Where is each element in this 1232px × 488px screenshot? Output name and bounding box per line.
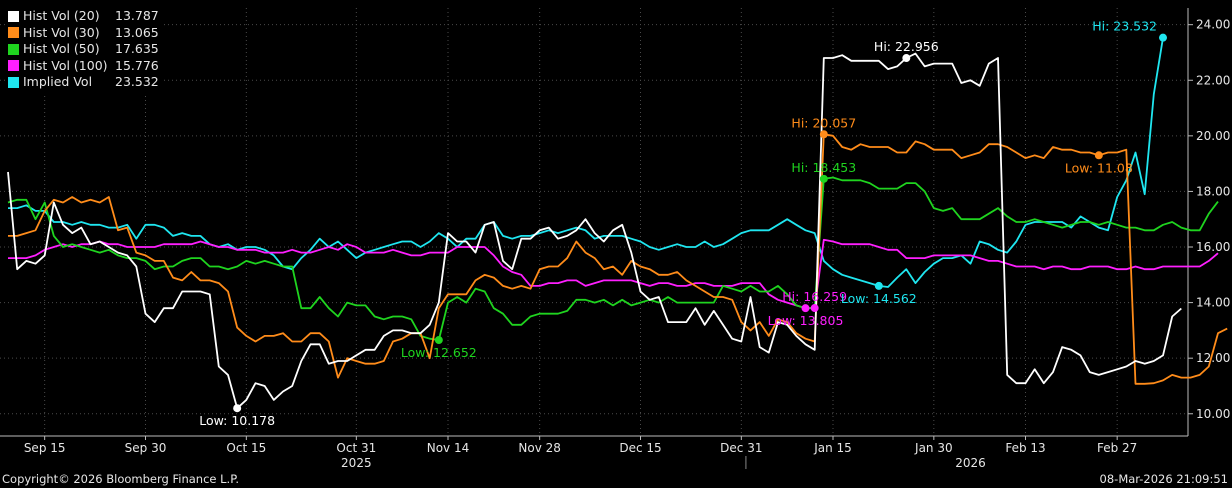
annotation-marker <box>1159 33 1167 42</box>
x-tick-label: Dec 15 <box>619 441 661 455</box>
annotation-marker <box>810 304 819 313</box>
legend-value: 15.776 <box>115 57 159 73</box>
x-tick-label: Oct 15 <box>226 441 266 455</box>
annotation-marker <box>233 404 242 413</box>
x-tick-label: Sep 15 <box>24 441 66 455</box>
x-tick-label: Sep 30 <box>125 441 167 455</box>
x-tick-label: Dec 31 <box>720 441 762 455</box>
legend-name: Hist Vol (20) <box>23 8 100 23</box>
legend: Hist Vol (20) 13.787 Hist Vol (30) 13.065 … <box>6 6 163 93</box>
annotation-marker <box>801 304 810 313</box>
legend-value: 13.787 <box>115 8 159 23</box>
legend-row: Hist Vol (30) 13.065 <box>8 25 159 42</box>
annotation-marker <box>1094 151 1103 160</box>
legend-swatch <box>8 10 19 22</box>
legend-name: Hist Vol (30) <box>23 24 100 40</box>
grid-lines <box>0 8 1188 436</box>
legend-value: 17.635 <box>115 41 159 56</box>
annotations: Low: 10.178 Hi: 22.956 Hi: 20.057 Low: 11.0… <box>199 19 1167 428</box>
series-lines <box>7 37 1228 410</box>
annotation-label: Hi: 16.259 <box>782 289 847 304</box>
legend-row: Implied Vol 23.532 <box>8 74 159 91</box>
annotation-marker <box>902 54 911 63</box>
timestamp-text: 08-Mar-2026 21:09:51 <box>1099 472 1228 486</box>
legend-name: Hist Vol (100) <box>23 57 108 73</box>
x-tick-label: Feb 13 <box>1005 441 1045 455</box>
x-tick-label: Oct 31 <box>336 441 376 455</box>
series-line <box>7 52 1182 410</box>
y-tick-label: 18.00 <box>1196 184 1230 198</box>
y-tick-label: 20.00 <box>1196 129 1230 143</box>
x-year-label: 2026 <box>955 456 986 470</box>
annotation-label: Low: 11.08 <box>1065 160 1133 175</box>
x-tick-label: Nov 14 <box>427 441 470 455</box>
legend-swatch <box>8 60 19 72</box>
x-tick-label: Feb 27 <box>1097 441 1137 455</box>
x-year-label: 2025 <box>341 456 372 470</box>
y-tick-label: 22.00 <box>1196 73 1230 87</box>
series-line <box>8 133 1228 385</box>
annotation-label: Hi: 18.453 <box>791 160 856 175</box>
legend-row: Hist Vol (50) 17.635 <box>8 41 159 58</box>
annotation-label: Hi: 22.956 <box>874 39 939 54</box>
legend-name: Hist Vol (50) <box>23 41 100 56</box>
annotation-label: Low: 13.805 <box>768 313 844 328</box>
annotation-label: Hi: 20.057 <box>791 115 856 130</box>
y-tick-label: 24.00 <box>1196 18 1230 32</box>
x-tick-label: Nov 28 <box>518 441 561 455</box>
x-tick-label: Jan 15 <box>813 441 852 455</box>
legend-value: 13.065 <box>115 24 159 40</box>
series-line <box>8 37 1164 288</box>
series-line <box>8 238 1219 310</box>
legend-swatch <box>8 76 19 88</box>
legend-swatch <box>8 43 19 55</box>
y-tick-label: 12.00 <box>1196 351 1230 365</box>
legend-value: 23.532 <box>115 74 159 89</box>
annotation-label: Hi: 23.532 <box>1092 19 1157 34</box>
annotation-label: Low: 14.562 <box>841 291 917 306</box>
annotation-marker <box>819 130 828 139</box>
legend-name: Implied Vol <box>23 74 93 89</box>
annotation-marker <box>819 174 828 183</box>
annotation-label: Low: 10.178 <box>199 413 275 428</box>
legend-row: Hist Vol (100) 15.776 <box>8 58 159 75</box>
legend-swatch <box>8 27 19 39</box>
legend-row: Hist Vol (20) 13.787 <box>8 8 159 25</box>
copyright-text: Copyright© 2026 Bloomberg Finance L.P. <box>2 472 239 486</box>
y-tick-label: 10.00 <box>1196 407 1230 421</box>
axes: 10.00 12.00 14.00 16.00 18.00 20.00 22.00 24.00… <box>0 8 1230 470</box>
y-tick-label: 14.00 <box>1196 296 1230 310</box>
annotation-label: Low: 12.652 <box>401 345 477 360</box>
series-line <box>7 176 1219 341</box>
annotation-marker <box>434 336 443 345</box>
annotation-marker <box>874 281 883 290</box>
x-tick-label: Jan 30 <box>914 441 953 455</box>
y-tick-label: 16.00 <box>1196 240 1230 254</box>
